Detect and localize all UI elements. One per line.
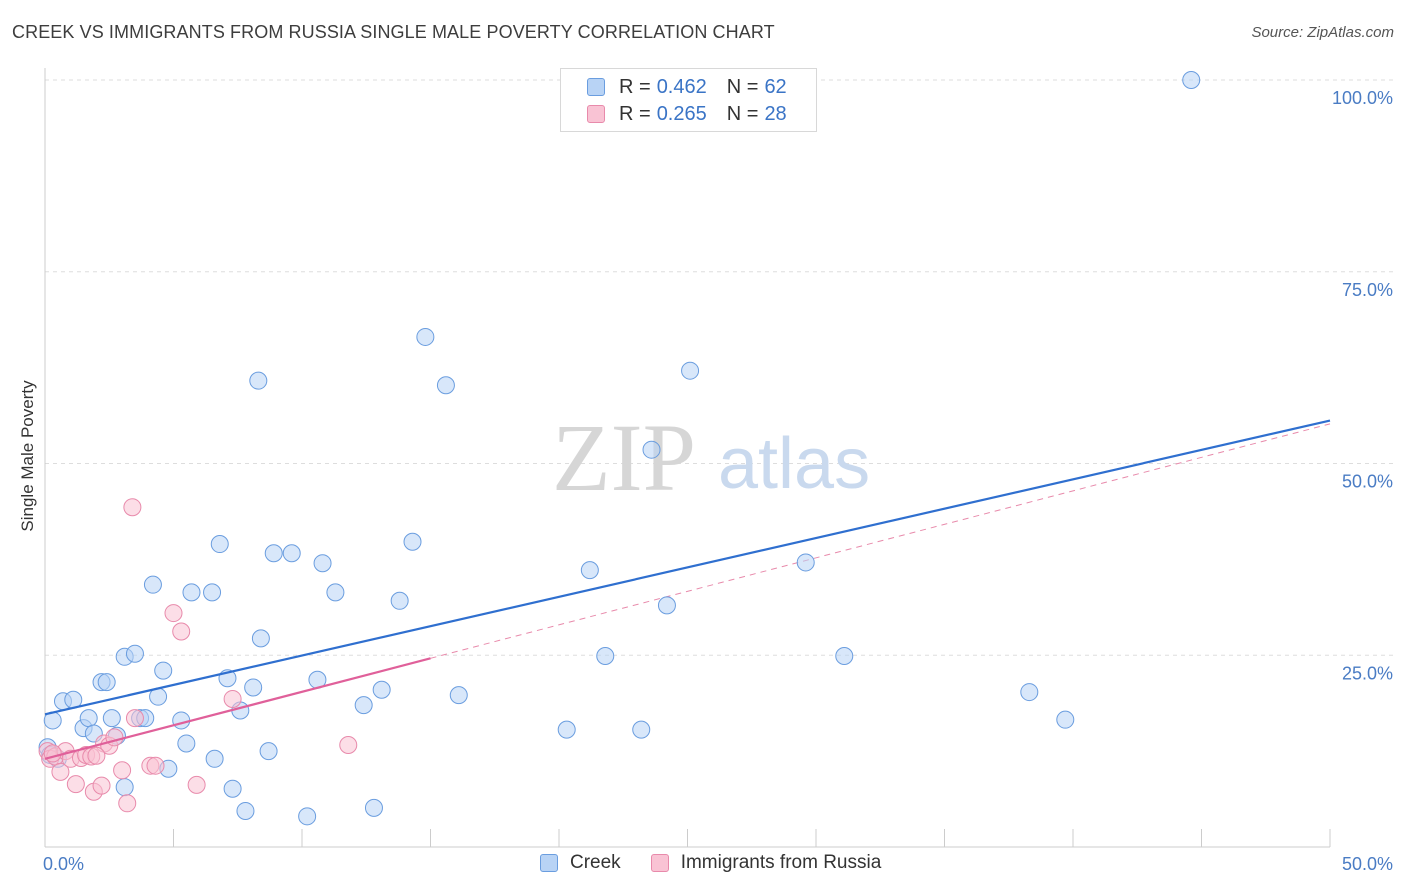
- series-legend: Creek Immigrants from Russia: [540, 852, 911, 874]
- creek-point: [244, 678, 263, 697]
- trend-lines: [44, 419, 1331, 760]
- y-tick-label: 50.0%: [1342, 472, 1393, 492]
- creek-point: [210, 535, 229, 554]
- legend-swatch-russia: [650, 854, 669, 872]
- y-tick-labels: 25.0% 50.0% 75.0% 100.0%: [1332, 88, 1393, 683]
- russia-point: [172, 622, 191, 641]
- creek-point: [102, 709, 121, 728]
- creek-point: [416, 327, 435, 346]
- watermark: ZIP atlas: [552, 404, 870, 511]
- creek-point: [205, 749, 224, 768]
- legend-n-label: N =: [726, 75, 759, 98]
- creek-point: [143, 575, 162, 594]
- y-tick-label: 100.0%: [1332, 88, 1393, 108]
- creek-point: [326, 583, 345, 602]
- legend-r-value: 0.462: [656, 75, 707, 98]
- creek-point: [657, 596, 676, 615]
- creek-point: [796, 553, 815, 572]
- russia-point: [87, 746, 106, 765]
- russia-point: [146, 756, 165, 775]
- y-tick-label: 75.0%: [1342, 280, 1393, 300]
- russia-point: [125, 709, 144, 728]
- creek-point: [251, 629, 270, 648]
- russia-point: [223, 689, 242, 708]
- russia-trend-extension: [430, 423, 1331, 659]
- creek-point: [436, 376, 455, 395]
- creek-point: [364, 798, 383, 817]
- russia-point: [113, 761, 132, 780]
- chart-title: CREEK VS IMMIGRANTS FROM RUSSIA SINGLE M…: [12, 22, 775, 42]
- creek-point: [580, 561, 599, 580]
- creek-point: [298, 807, 317, 826]
- legend-label-creek: Creek: [570, 852, 621, 873]
- grid-lines: [45, 79, 1393, 656]
- creek-point: [264, 544, 283, 563]
- x-tick-labels: 0.0% 50.0%: [43, 854, 1393, 874]
- creek-trend-line: [44, 419, 1331, 716]
- legend-item-creek: Creek: [540, 852, 621, 874]
- creek-point: [177, 734, 196, 753]
- creek-point: [354, 696, 373, 715]
- creek-point: [79, 709, 98, 728]
- watermark-zip: ZIP: [552, 404, 696, 511]
- russia-point: [339, 735, 358, 754]
- creek-point: [282, 544, 301, 563]
- creek-point: [115, 778, 134, 797]
- creek-point: [390, 591, 409, 610]
- legend-swatch-russia: [587, 105, 605, 123]
- creek-point: [259, 742, 278, 761]
- russia-point: [187, 775, 206, 794]
- legend-row-russia: R = 0.265 N = 28: [587, 102, 787, 126]
- creek-point: [313, 554, 332, 573]
- creek-point: [557, 720, 576, 739]
- russia-point: [92, 776, 111, 795]
- x-tick-label: 0.0%: [43, 854, 84, 874]
- creek-point: [154, 661, 173, 680]
- creek-point: [203, 583, 222, 602]
- creek-point: [596, 647, 615, 666]
- legend-swatch-creek: [587, 78, 605, 96]
- russia-point: [123, 498, 142, 517]
- creek-point: [249, 371, 268, 390]
- legend-row-creek: R = 0.462 N = 62: [587, 75, 787, 99]
- creek-point: [642, 440, 661, 459]
- creek-point: [372, 680, 391, 699]
- creek-point: [236, 801, 255, 820]
- legend-label-russia: Immigrants from Russia: [680, 852, 882, 873]
- legend-n-value: 28: [764, 102, 787, 125]
- trend-extension: [430, 423, 1331, 659]
- russia-point: [118, 794, 137, 813]
- legend-n-label: N =: [726, 102, 759, 125]
- russia-point: [66, 775, 85, 794]
- russia-point: [51, 762, 70, 781]
- source-credit: Source: ZipAtlas.com: [1251, 24, 1394, 41]
- creek-point: [835, 647, 854, 666]
- russia-trend-line: [44, 657, 431, 760]
- legend-r-label: R =: [619, 75, 651, 98]
- creek-point: [449, 686, 468, 705]
- legend-r-value: 0.265: [656, 102, 707, 125]
- legend-item-russia: Immigrants from Russia: [650, 852, 882, 874]
- legend-r-label: R =: [619, 102, 651, 125]
- creek-point: [182, 583, 201, 602]
- creek-point: [1182, 71, 1201, 89]
- russia-point: [164, 604, 183, 623]
- creek-point: [125, 644, 144, 663]
- watermark-atlas: atlas: [718, 424, 870, 504]
- creek-point: [681, 361, 700, 380]
- creek-point: [97, 673, 116, 692]
- creek-point: [223, 779, 242, 798]
- x-tick-label: 50.0%: [1342, 854, 1393, 874]
- creek-point: [1020, 683, 1039, 702]
- creek-point: [172, 711, 191, 730]
- creek-point: [403, 532, 422, 551]
- creek-point: [632, 720, 651, 739]
- y-tick-label: 25.0%: [1342, 663, 1393, 683]
- correlation-legend: R = 0.462 N = 62 R = 0.265 N = 28: [560, 68, 817, 132]
- legend-swatch-creek: [540, 854, 558, 872]
- y-axis-label: Single Male Poverty: [18, 380, 37, 532]
- legend-n-value: 62: [764, 75, 787, 98]
- creek-point: [1056, 710, 1075, 729]
